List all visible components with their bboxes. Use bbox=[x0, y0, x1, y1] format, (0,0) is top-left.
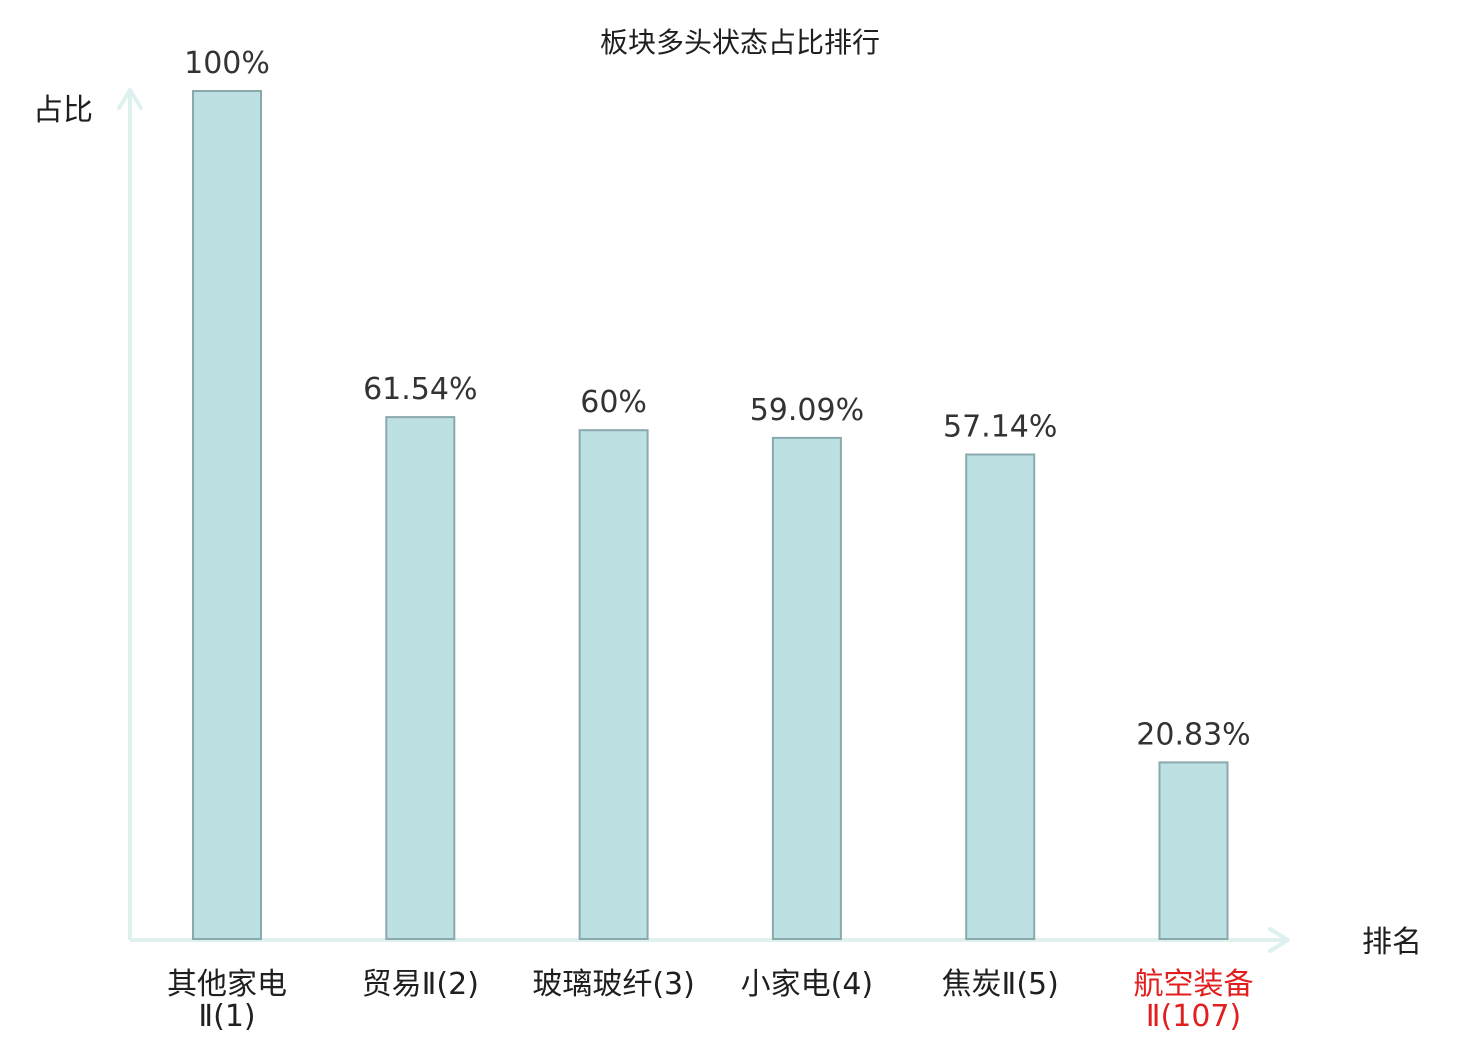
value-labels-group: 100% 61.54% 60% 59.09% 57.14% 20.83% bbox=[184, 46, 1251, 752]
bar bbox=[771, 436, 842, 940]
x-axis-arrow bbox=[1268, 927, 1290, 953]
bar bbox=[385, 416, 456, 941]
axes bbox=[117, 88, 1290, 953]
y-axis-label: 占比 bbox=[33, 93, 93, 128]
category-label: 航空装备 bbox=[1134, 967, 1254, 1002]
bar bbox=[578, 429, 649, 940]
category-label: 贸易Ⅱ(2) bbox=[362, 967, 479, 1002]
category-label-line2: Ⅱ(1) bbox=[198, 999, 255, 1034]
category-label: 焦炭Ⅱ(5) bbox=[942, 967, 1059, 1002]
category-label: 玻璃玻纤(3) bbox=[532, 967, 695, 1002]
data-label: 61.54% bbox=[363, 372, 477, 407]
chart-title: 板块多头状态占比排行 bbox=[600, 26, 880, 59]
bar bbox=[192, 90, 262, 940]
bars-group bbox=[192, 90, 1229, 941]
category-label: 小家电(4) bbox=[741, 967, 874, 1002]
x-axis-label: 排名 bbox=[1362, 925, 1422, 960]
category-label-line2: Ⅱ(107) bbox=[1146, 999, 1241, 1034]
data-label: 59.09% bbox=[750, 393, 864, 428]
data-label: 57.14% bbox=[943, 410, 1057, 445]
bar bbox=[1158, 761, 1229, 941]
category-label: 其他家电 bbox=[167, 967, 287, 1002]
data-label: 20.83% bbox=[1136, 717, 1250, 752]
data-label: 100% bbox=[184, 46, 270, 81]
data-label: 60% bbox=[580, 385, 647, 420]
bar bbox=[965, 453, 1036, 940]
y-axis-arrow bbox=[117, 88, 143, 110]
